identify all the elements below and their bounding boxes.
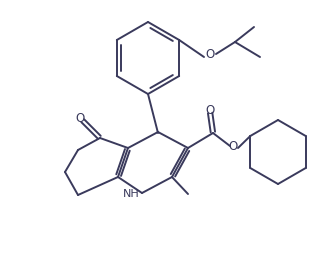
Text: O: O — [228, 140, 238, 153]
Text: O: O — [205, 49, 215, 61]
Text: O: O — [75, 113, 85, 125]
Text: NH: NH — [123, 189, 140, 199]
Text: O: O — [205, 104, 215, 118]
